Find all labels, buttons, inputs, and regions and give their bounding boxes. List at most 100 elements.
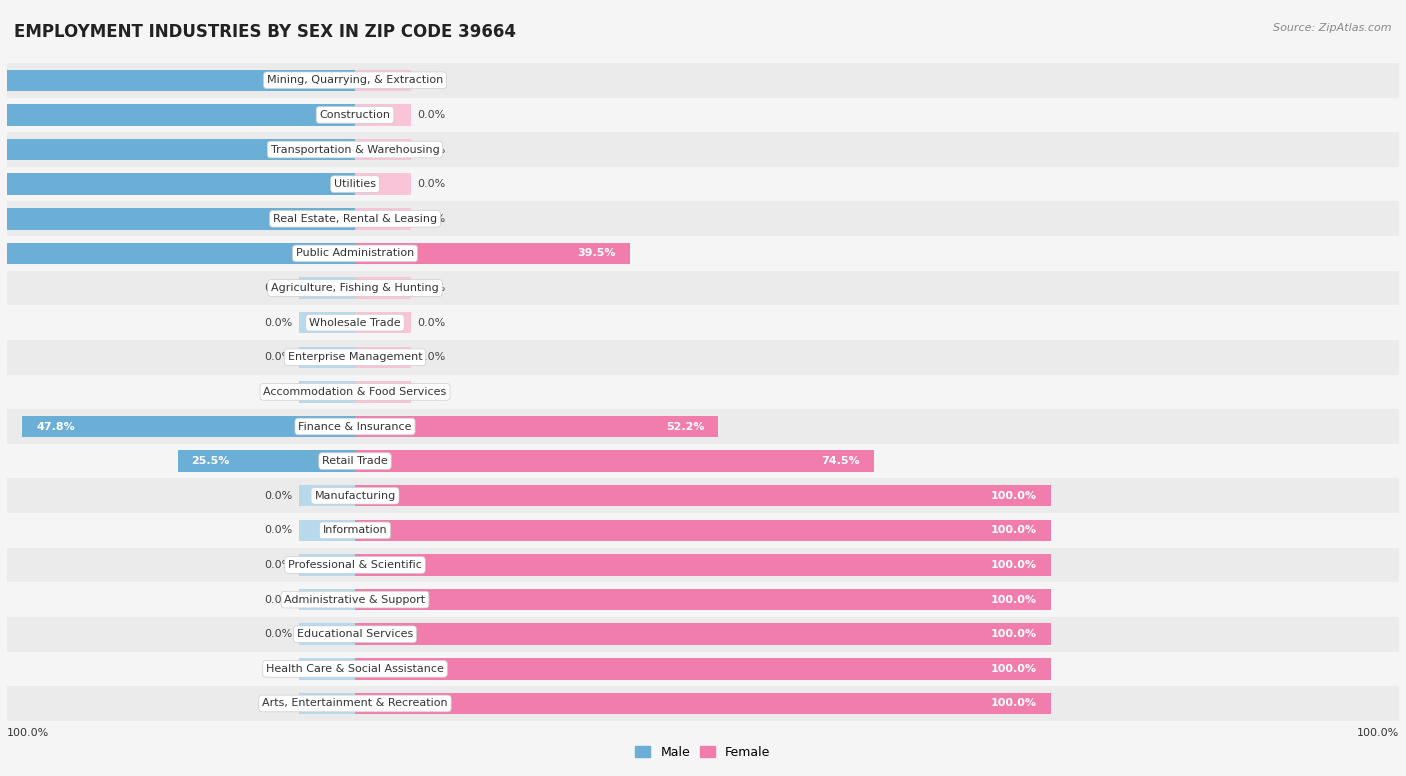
Bar <box>22 416 354 437</box>
Bar <box>354 589 1052 611</box>
Bar <box>354 347 411 368</box>
Text: 0.0%: 0.0% <box>264 698 292 708</box>
Text: 0.0%: 0.0% <box>418 179 446 189</box>
Text: 25.5%: 25.5% <box>191 456 229 466</box>
Text: Transportation & Warehousing: Transportation & Warehousing <box>270 144 440 154</box>
Text: Wholesale Trade: Wholesale Trade <box>309 317 401 327</box>
Bar <box>7 617 1399 652</box>
Text: 100.0%: 100.0% <box>991 594 1038 605</box>
Text: 0.0%: 0.0% <box>264 317 292 327</box>
Text: Information: Information <box>323 525 387 535</box>
Text: 47.8%: 47.8% <box>37 421 75 431</box>
Text: Real Estate, Rental & Leasing: Real Estate, Rental & Leasing <box>273 213 437 223</box>
Bar <box>0 243 356 264</box>
Bar <box>7 582 1399 617</box>
Bar <box>354 450 873 472</box>
Text: Enterprise Management: Enterprise Management <box>288 352 422 362</box>
Bar <box>354 70 411 91</box>
Text: Public Administration: Public Administration <box>295 248 415 258</box>
Bar <box>0 70 354 91</box>
Text: 39.5%: 39.5% <box>578 248 616 258</box>
Text: 100.0%: 100.0% <box>7 729 49 739</box>
Text: Professional & Scientific: Professional & Scientific <box>288 560 422 570</box>
Bar <box>354 658 1052 680</box>
Text: 100.0%: 100.0% <box>1357 729 1399 739</box>
Bar <box>354 623 1052 645</box>
Text: Accommodation & Food Services: Accommodation & Food Services <box>263 387 447 397</box>
Text: 0.0%: 0.0% <box>418 317 446 327</box>
Text: Educational Services: Educational Services <box>297 629 413 639</box>
Bar <box>7 236 1399 271</box>
Text: 0.0%: 0.0% <box>418 352 446 362</box>
Bar <box>7 444 1399 479</box>
Bar <box>299 347 354 368</box>
Text: 0.0%: 0.0% <box>264 283 292 293</box>
Text: 0.0%: 0.0% <box>418 387 446 397</box>
Bar <box>7 271 1399 305</box>
Text: 0.0%: 0.0% <box>264 490 292 501</box>
Text: Mining, Quarrying, & Extraction: Mining, Quarrying, & Extraction <box>267 75 443 85</box>
Bar <box>354 208 411 230</box>
Bar <box>7 340 1399 375</box>
Text: Health Care & Social Assistance: Health Care & Social Assistance <box>266 663 444 674</box>
Bar <box>7 63 1399 98</box>
Text: 0.0%: 0.0% <box>264 525 292 535</box>
Bar <box>354 139 411 161</box>
Text: 74.5%: 74.5% <box>821 456 859 466</box>
Bar <box>299 554 354 576</box>
Text: Utilities: Utilities <box>335 179 375 189</box>
Bar <box>354 381 411 403</box>
Text: 0.0%: 0.0% <box>418 144 446 154</box>
Text: 0.0%: 0.0% <box>418 110 446 120</box>
Bar <box>354 104 411 126</box>
Bar <box>7 305 1399 340</box>
Bar <box>7 132 1399 167</box>
Bar <box>299 312 354 334</box>
Text: 100.0%: 100.0% <box>991 560 1038 570</box>
Bar <box>354 693 1052 714</box>
Text: 100.0%: 100.0% <box>991 663 1038 674</box>
Bar <box>299 658 354 680</box>
Bar <box>7 652 1399 686</box>
Text: 0.0%: 0.0% <box>264 594 292 605</box>
Text: 0.0%: 0.0% <box>264 352 292 362</box>
Bar <box>7 375 1399 409</box>
Text: EMPLOYMENT INDUSTRIES BY SEX IN ZIP CODE 39664: EMPLOYMENT INDUSTRIES BY SEX IN ZIP CODE… <box>14 23 516 41</box>
Bar <box>354 554 1052 576</box>
Bar <box>354 173 411 195</box>
Bar <box>354 312 411 334</box>
Text: 0.0%: 0.0% <box>264 560 292 570</box>
Bar <box>354 485 1052 507</box>
Text: 0.0%: 0.0% <box>418 283 446 293</box>
Text: 0.0%: 0.0% <box>264 387 292 397</box>
Text: 100.0%: 100.0% <box>991 490 1038 501</box>
Text: 100.0%: 100.0% <box>991 525 1038 535</box>
Bar <box>0 208 354 230</box>
Bar <box>299 277 354 299</box>
Text: 0.0%: 0.0% <box>264 663 292 674</box>
Text: Construction: Construction <box>319 110 391 120</box>
Bar <box>7 409 1399 444</box>
Bar <box>7 686 1399 721</box>
Bar <box>7 98 1399 132</box>
Bar <box>299 520 354 541</box>
Text: Administrative & Support: Administrative & Support <box>284 594 426 605</box>
Bar <box>299 623 354 645</box>
Text: Source: ZipAtlas.com: Source: ZipAtlas.com <box>1274 23 1392 33</box>
Bar <box>7 548 1399 582</box>
Bar <box>299 485 354 507</box>
Bar <box>354 243 630 264</box>
Bar <box>299 693 354 714</box>
Bar <box>7 479 1399 513</box>
Bar <box>299 381 354 403</box>
Text: Manufacturing: Manufacturing <box>315 490 395 501</box>
Text: 0.0%: 0.0% <box>418 213 446 223</box>
Legend: Male, Female: Male, Female <box>630 741 776 764</box>
Bar <box>354 416 718 437</box>
Text: Retail Trade: Retail Trade <box>322 456 388 466</box>
Text: Arts, Entertainment & Recreation: Arts, Entertainment & Recreation <box>262 698 449 708</box>
Text: Finance & Insurance: Finance & Insurance <box>298 421 412 431</box>
Bar <box>299 589 354 611</box>
Text: Agriculture, Fishing & Hunting: Agriculture, Fishing & Hunting <box>271 283 439 293</box>
Bar <box>0 139 354 161</box>
